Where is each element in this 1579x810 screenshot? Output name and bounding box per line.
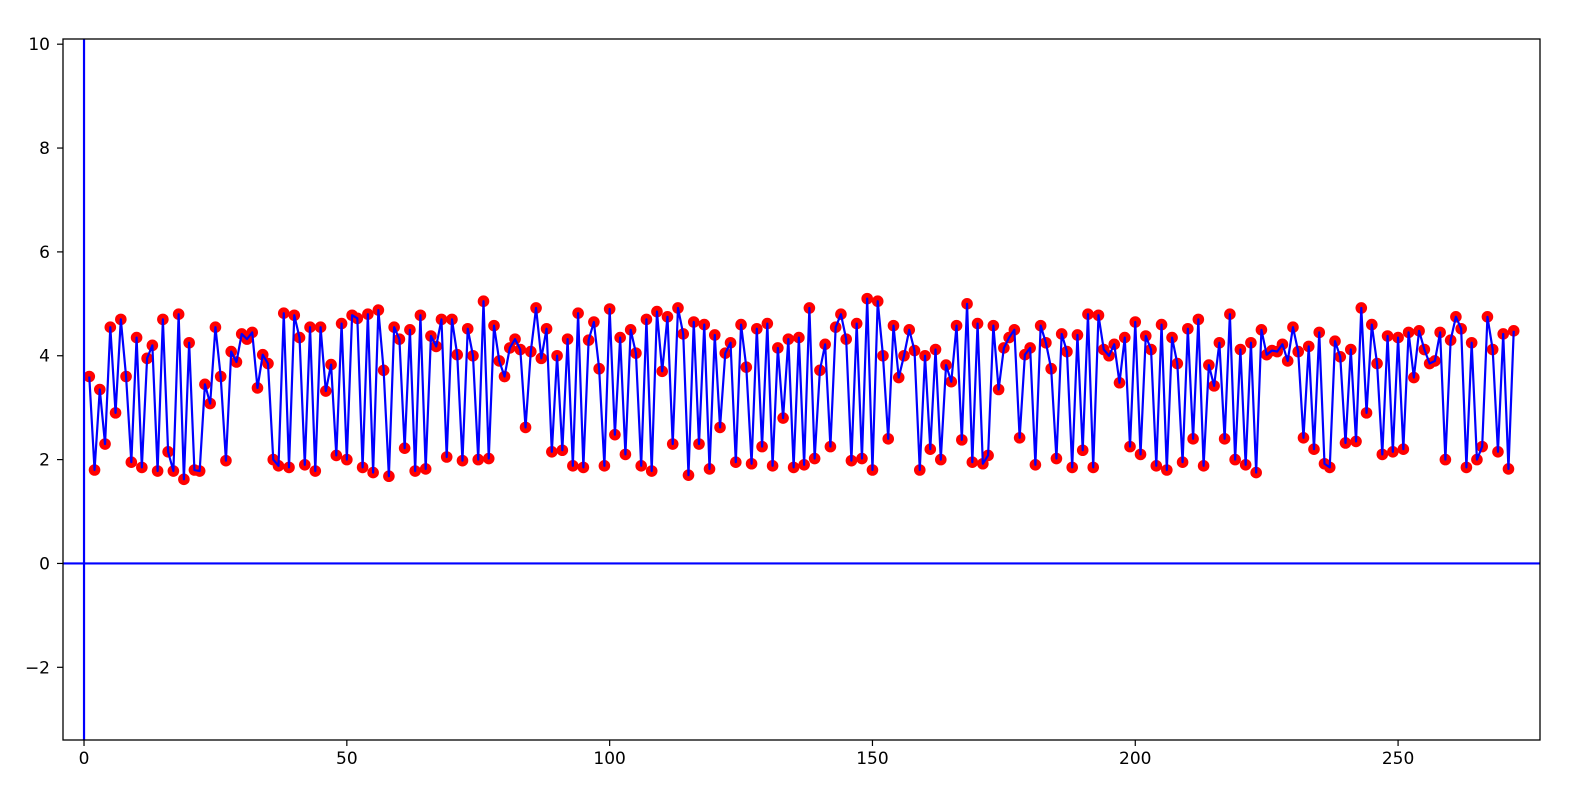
plot-frame: [62, 38, 1541, 741]
y-tick-label: 10: [28, 35, 50, 55]
x-tick-label: 0: [79, 749, 90, 769]
x-tick-label: 50: [336, 749, 358, 769]
y-tick-label: 6: [39, 243, 50, 263]
y-axis: −2 0 2 4 6 8 10: [25, 35, 63, 678]
y-tick-label: 4: [39, 347, 50, 367]
y-tick-label: 0: [39, 554, 50, 574]
y-tick-label: 8: [39, 139, 50, 159]
x-axis: 0 50 100 150 200 250: [79, 740, 1414, 769]
x-tick-label: 100: [593, 749, 625, 769]
y-tick-label: −2: [25, 658, 50, 678]
series-line: [88, 297, 1515, 481]
x-tick-label: 150: [856, 749, 888, 769]
y-tick-label: 2: [39, 451, 50, 471]
x-tick-label: 200: [1119, 749, 1151, 769]
x-tick-label: 250: [1382, 749, 1414, 769]
reference-lines: [63, 39, 1540, 740]
plot-content: [83, 292, 1520, 486]
